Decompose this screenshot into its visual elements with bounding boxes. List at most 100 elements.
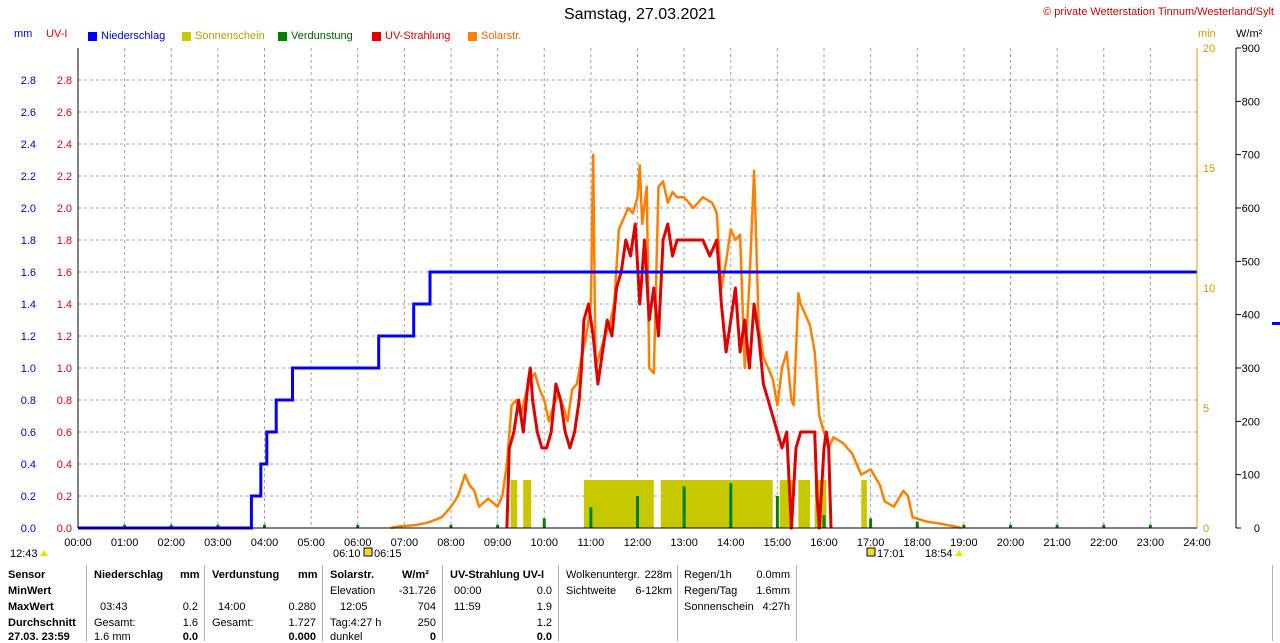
evaporation-bar [1102,524,1106,528]
solar-r4-label: dunkel [330,631,363,643]
row-labels: Sensor MinWert MaxWert Durchschnitt 27.0… [8,563,88,643]
y-tick-label-uvi: 1.2 [57,331,72,343]
col-wolken: Wolkenuntergr. 228m Sichtweite 6-12km [566,563,674,641]
unit-min-label: min [1198,28,1216,40]
niederschlag-gesamt-val: 1.6 [182,617,198,629]
x-tick-label: 14:00 [717,537,745,549]
solar-unit: W/m² [402,569,429,581]
niederschlag-max-val: 0.2 [182,601,198,613]
y-tick-label-min: 0 [1203,523,1209,535]
x-tick-label: 12:00 [624,537,652,549]
y-tick-label-uvi: 2.6 [57,107,72,119]
chart-title: Samstag, 27.03.2021 [563,6,717,23]
solar-series [390,153,962,530]
y-tick-label-wm2: 700 [1242,150,1260,162]
legend-label-niederschlag: Niederschlag [101,30,166,42]
y-tick-label-mm: 0.6 [21,427,36,439]
sunset-b-time: 18:54 [925,548,953,560]
y-tick-label-uvi: 2.2 [57,171,72,183]
wolken-v1: 228m [644,569,672,581]
solar-r3-label: Tag:4:27 h [330,617,382,629]
solar-r4-val: 0 [429,631,436,643]
x-tick-label: 04:00 [251,537,279,549]
y-tick-label-uvi: 1.0 [57,363,72,375]
legend-niederschlag: Niederschlag [88,30,165,42]
x-tick-label: 18:00 [903,537,931,549]
evaporation-bar [356,524,360,528]
evaporation-bar [589,507,593,528]
uv-r4-val: 0.0 [536,631,552,643]
evaporation-bar [263,524,266,528]
legend-verdunstung: Verdunstung [278,30,353,42]
rain-line [78,270,1197,530]
evaporation-bar [915,521,919,528]
x-tick-label: 03:00 [204,537,232,549]
sunrise-b-time: 06:15 [374,548,402,560]
uv-header: UV-Strahlung UV-I [450,569,545,581]
y-tick-label-uvi: 0.4 [57,459,72,471]
y-tick-label-mm: 1.0 [21,363,36,375]
y-tick-label-mm: 2.2 [21,171,36,183]
wolken-l2: Sichtweite [566,585,617,597]
y-tick-label-mm: 2.4 [21,139,36,151]
wolken-l1: Wolkenuntergr. [566,569,640,581]
unit-mm-label: mm [14,28,33,40]
evaporation-bar [169,524,173,528]
sunrise-a-time: 06:10 [333,548,361,560]
verdunstung-max-time: 14:00 [218,601,246,613]
uv-r1-val: 0.0 [536,585,552,597]
verdunstung-last-b: 0.000 [288,631,316,643]
verdunstung-gesamt-val: 1.727 [288,617,316,629]
row-durchschnitt: Durchschnitt [8,617,76,629]
y-tick-label-mm: 1.6 [21,267,36,279]
x-tick-label: 08:00 [437,537,465,549]
x-tick-label: 22:00 [1090,537,1118,549]
uv-r1-label: 00:00 [454,585,482,597]
rain-edge-marker [1272,322,1280,325]
evaporation-bar [542,518,546,528]
evaporation-bar [449,524,453,528]
legend-swatch-sonnenschein [182,31,191,41]
evaporation-bar [682,486,686,528]
legend-solar: Solarstr. [468,30,521,42]
solar-r3-val: 250 [417,617,436,629]
legend-sonnenschein: Sonnenschein [182,30,265,42]
y-tick-label-wm2: 100 [1242,470,1260,482]
y-tick-label-wm2: 500 [1242,256,1260,268]
axes [77,47,1241,529]
verdunstung-unit: mm [298,569,318,581]
separator [796,565,797,641]
y-tick-label-mm: 0.4 [21,459,36,471]
y-tick-label-wm2: 800 [1242,96,1260,108]
x-tick-label: 07:00 [391,537,419,549]
sunrise-icon [363,547,373,557]
solar-r1-label: Elevation [330,585,376,597]
x-tick-label: 09:00 [484,537,512,549]
legend-uv: UV-Strahlung [372,30,450,42]
rain-series [78,270,1197,530]
legend-label-solar: Solarstr. [481,30,522,42]
uv-line [505,222,833,530]
niederschlag-last-a: 1.6 mm [94,631,131,643]
niederschlag-last-b: 0.0 [182,631,198,643]
niederschlag-max-time: 03:43 [100,601,128,613]
wolken-v2: 6-12km [635,585,672,597]
y-tick-label-mm: 0.0 [21,523,36,535]
regen-v1: 0.0mm [756,569,790,581]
unit-uvi-label: UV-I [46,28,68,40]
solar-header: Solarstr. [330,569,375,581]
separator [558,565,559,641]
legend-swatch-verdunstung [278,31,287,41]
sunshine-bar [660,480,773,528]
evaporation-bar [216,524,220,528]
sunshine-bar [523,480,532,528]
y-tick-label-uvi: 0.2 [57,491,72,503]
x-tick-label: 16:00 [810,537,838,549]
evaporation-bar [496,524,500,528]
evaporation-bar [1055,524,1059,528]
separator [86,565,87,641]
y-tick-label-wm2: 900 [1242,43,1260,55]
tick-labels: 00:00 01:00 02:00 03:00 04:00 05:00 06:00 07:00… [21,43,1260,549]
y-tick-label-wm2: 600 [1242,203,1260,215]
y-tick-label-mm: 2.0 [21,203,36,215]
